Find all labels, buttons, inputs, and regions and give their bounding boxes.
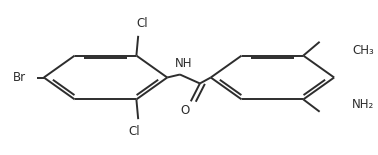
Text: NH: NH	[175, 57, 192, 70]
Text: CH₃: CH₃	[352, 44, 374, 57]
Text: Cl: Cl	[129, 125, 140, 138]
Text: Cl: Cl	[136, 17, 148, 30]
Text: Br: Br	[12, 71, 26, 84]
Text: NH₂: NH₂	[352, 98, 375, 111]
Text: O: O	[181, 104, 190, 117]
